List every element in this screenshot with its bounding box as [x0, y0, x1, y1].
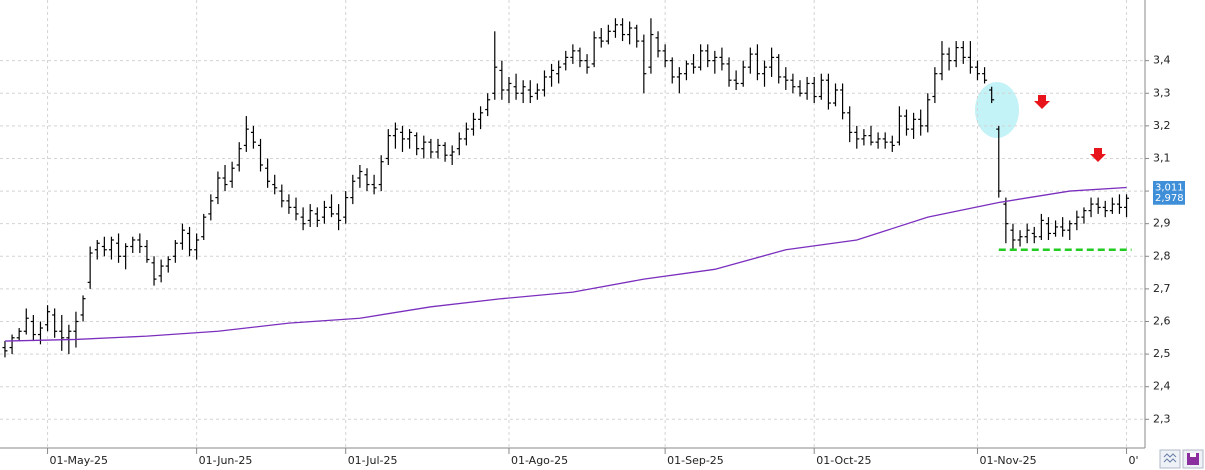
y-tick-label: 2,4 [1153, 380, 1171, 393]
x-tick-label: 01-May-25 [50, 454, 108, 467]
y-tick-label: 3,4 [1153, 54, 1171, 67]
y-tick-label: 2,7 [1153, 282, 1171, 295]
price-label-box [1153, 180, 1185, 194]
marks [2, 18, 1132, 358]
x-tick-label: 01-Ago-25 [511, 454, 568, 467]
save-icon-detail [1190, 453, 1196, 457]
x-tick-label: 0' [1129, 454, 1139, 467]
y-tick-label: 2,8 [1153, 249, 1171, 262]
y-tick-label: 3,3 [1153, 86, 1171, 99]
x-tick-label: 01-Nov-25 [979, 454, 1036, 467]
y-tick-label: 2,6 [1153, 314, 1171, 327]
y-tick-label: 3,2 [1153, 119, 1171, 132]
y-tick-label: 2,5 [1153, 347, 1171, 360]
highlight-ellipse [975, 82, 1019, 138]
grid [0, 0, 1145, 448]
price-label: 3,011 [1155, 182, 1184, 193]
moving-average-line [4, 186, 1127, 342]
down-arrow [1090, 148, 1106, 162]
x-tick-label: 01-Oct-25 [816, 454, 871, 467]
x-tick-label: 01-Jun-25 [199, 454, 253, 467]
scroll-button[interactable] [1159, 449, 1181, 469]
x-tick-label: 01-Jul-25 [348, 454, 398, 467]
price-label-box [1153, 191, 1185, 205]
y-tick-label: 3,1 [1153, 151, 1171, 164]
price-label: 2,978 [1155, 193, 1184, 204]
y-tick-label: 2,9 [1153, 217, 1171, 230]
axes: 2,32,42,52,62,72,82,93,03,13,23,33,401-M… [47, 54, 1185, 467]
down-arrow [1034, 95, 1050, 109]
y-tick-label: 2,3 [1153, 412, 1171, 425]
scroll-icon [1163, 453, 1177, 463]
x-tick-label: 01-Sep-25 [667, 454, 724, 467]
